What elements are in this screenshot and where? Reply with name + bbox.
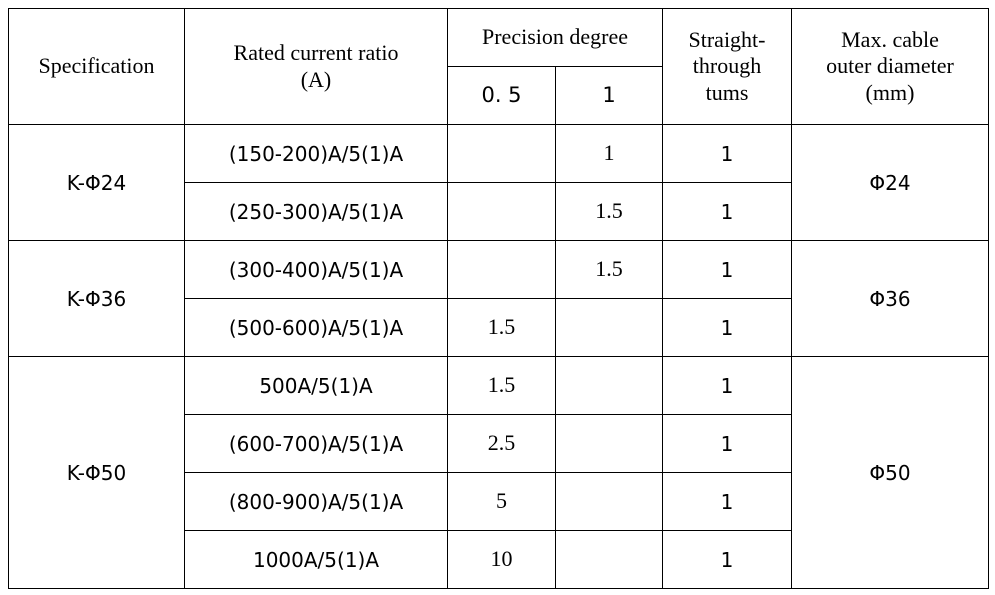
ratio-cell: (600-700)A/5(1)A [184, 414, 448, 473]
header-turns-line2: through [692, 53, 762, 79]
specification-table: Specification Rated current ratio (A) Pr… [8, 8, 989, 589]
turns-cell: 1 [662, 530, 792, 589]
table-row: K-Φ50 500A/5(1)A 1.5 1 Φ50 [8, 356, 989, 589]
precision-1-cell [555, 298, 663, 357]
header-turns-line3: tums [705, 79, 749, 105]
table-row: K-Φ36 (300-400)A/5(1)A 1.5 1 Φ36 [8, 240, 989, 357]
ratio-cell: (800-900)A/5(1)A [184, 472, 448, 531]
header-row-bottom: 0. 5 1 [9, 66, 989, 125]
spec-cell: K-Φ24 [8, 124, 185, 241]
precision-1-cell: 1.5 [555, 182, 663, 241]
diameter-cell: Φ36 [791, 240, 989, 357]
header-rated-line1: Rated current ratio [233, 40, 399, 66]
spec-cell: K-Φ36 [8, 240, 185, 357]
header-row-top: Specification Rated current ratio (A) Pr… [8, 8, 989, 125]
turns-cell: 1 [662, 414, 792, 473]
ratio-cell: (300-400)A/5(1)A [184, 240, 448, 299]
precision-1-cell [555, 472, 663, 531]
header-rated-line2: (A) [300, 66, 332, 92]
turns-cell: 1 [662, 182, 792, 241]
precision-05-cell [447, 240, 556, 299]
table-row: (800-900)A/5(1)A 5 1 [9, 472, 989, 531]
header-diameter-line3: (mm) [865, 79, 915, 105]
turns-cell: 1 [662, 240, 792, 299]
precision-1-cell [555, 356, 663, 415]
ratio-cell: (500-600)A/5(1)A [184, 298, 448, 357]
header-turns: Straight- through tums [662, 8, 792, 125]
table-row: 1000A/5(1)A 10 1 [9, 530, 989, 589]
table-row: (600-700)A/5(1)A 2.5 1 [9, 414, 989, 473]
precision-05-cell: 2.5 [447, 414, 556, 473]
precision-05-cell [447, 182, 556, 241]
header-turns-line1: Straight- [688, 26, 766, 52]
ratio-cell: 1000A/5(1)A [184, 530, 448, 589]
header-diameter-line1: Max. cable [841, 26, 939, 52]
precision-1-cell [555, 414, 663, 473]
precision-05-cell: 5 [447, 472, 556, 531]
precision-05-cell: 10 [447, 530, 556, 589]
table-row: (250-300)A/5(1)A 1.5 1 [9, 182, 989, 241]
turns-cell: 1 [662, 472, 792, 531]
header-diameter: Max. cable outer diameter (mm) [791, 8, 989, 125]
precision-1-cell: 1.5 [555, 240, 663, 299]
turns-cell: 1 [662, 298, 792, 357]
table-row: (500-600)A/5(1)A 1.5 1 [9, 298, 989, 357]
header-specification: Specification [8, 8, 185, 125]
header-precision-degree: Precision degree [447, 8, 663, 67]
precision-05-cell: 1.5 [447, 356, 556, 415]
spec-cell: K-Φ50 [8, 356, 185, 589]
precision-1-cell [555, 530, 663, 589]
precision-1-cell: 1 [555, 124, 663, 183]
precision-05-cell: 1.5 [447, 298, 556, 357]
ratio-cell: (150-200)A/5(1)A [184, 124, 448, 183]
turns-cell: 1 [662, 356, 792, 415]
header-precision-1: 1 [555, 66, 663, 125]
header-diameter-line2: outer diameter [826, 53, 954, 79]
ratio-cell: (250-300)A/5(1)A [184, 182, 448, 241]
header-rated-current: Rated current ratio (A) [184, 8, 448, 125]
precision-05-cell [447, 124, 556, 183]
diameter-cell: Φ24 [791, 124, 989, 241]
header-precision-05: 0. 5 [447, 66, 556, 125]
ratio-cell: 500A/5(1)A [184, 356, 448, 415]
table-row: K-Φ24 (150-200)A/5(1)A 1 1 Φ24 [8, 124, 989, 241]
turns-cell: 1 [662, 124, 792, 183]
diameter-cell: Φ50 [791, 356, 989, 589]
